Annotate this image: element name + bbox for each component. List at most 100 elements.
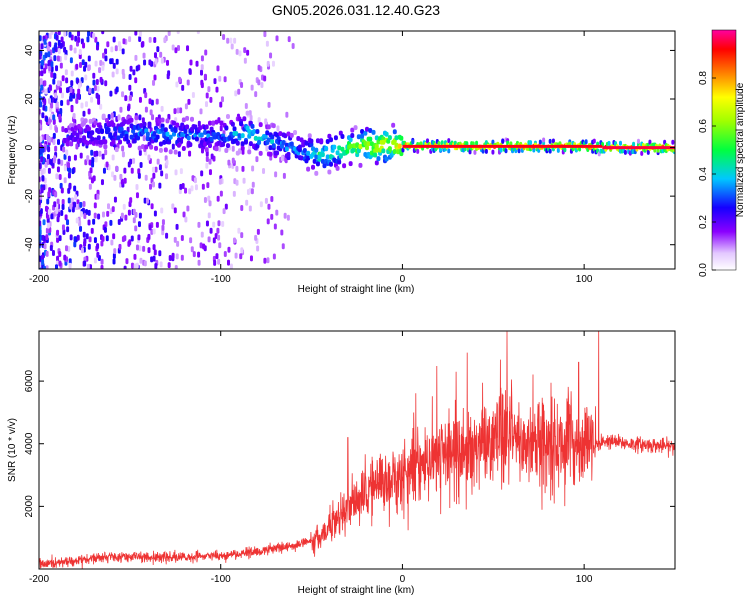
- heatmap-cell: [72, 130, 77, 136]
- heatmap-cell: [333, 135, 338, 141]
- heatmap-cell: [229, 263, 233, 269]
- heatmap-cell: [95, 79, 99, 86]
- heatmap-cell: [68, 31, 72, 38]
- heatmap-cell: [40, 169, 44, 176]
- heatmap-cell: [563, 147, 567, 153]
- heatmap-cell: [309, 138, 314, 144]
- heatmap-cell: [270, 213, 274, 220]
- heatmap-cell: [79, 201, 83, 208]
- colorbar-ticks: 0.0 0.2 0.4 0.6 0.8: [698, 71, 716, 277]
- heatmap-cell: [207, 86, 211, 93]
- heatmap-cell: [113, 248, 117, 255]
- heatmap-cell: [322, 163, 327, 169]
- heatmap-cell: [54, 92, 58, 99]
- heatmap-cell: [44, 52, 48, 59]
- heatmap-cell: [255, 129, 260, 135]
- heatmap-cell: [173, 108, 177, 115]
- heatmap-cell: [237, 227, 241, 234]
- heatmap-cell: [247, 149, 252, 155]
- heatmap-cell: [239, 121, 244, 127]
- heatmap-cell: [199, 242, 203, 249]
- heatmap-cell: [69, 95, 73, 102]
- heatmap-cell: [240, 232, 244, 239]
- heatmap-cell: [100, 258, 104, 265]
- y-tick-label: 0: [24, 144, 35, 150]
- heatmap-cell: [280, 229, 284, 236]
- heatmap-cell: [244, 103, 248, 110]
- heatmap-cell: [199, 132, 204, 138]
- heatmap-cell: [165, 232, 169, 239]
- heatmap-cell: [286, 214, 290, 221]
- heatmap-cell: [189, 59, 193, 66]
- heatmap-cell: [49, 123, 53, 130]
- heatmap-cell: [183, 128, 188, 134]
- heatmap-cell: [134, 77, 138, 84]
- heatmap-cell: [273, 223, 277, 230]
- heatmap-cell: [86, 36, 90, 43]
- heatmap-cell: [103, 143, 108, 149]
- heatmap-cell: [65, 149, 69, 156]
- heatmap-cell: [163, 127, 168, 133]
- heatmap-cell: [267, 203, 271, 210]
- heatmap-cell: [62, 228, 66, 235]
- heatmap-cell: [156, 158, 160, 165]
- heatmap-cell: [168, 149, 173, 155]
- heatmap-cell: [114, 147, 119, 153]
- heatmap-cell: [139, 257, 143, 264]
- heatmap-cell: [230, 43, 234, 50]
- heatmap-cell: [82, 201, 86, 208]
- heatmap-cell: [59, 182, 63, 189]
- heatmap-cell: [160, 57, 164, 64]
- heatmap-cell: [180, 131, 185, 137]
- heatmap-cell: [153, 36, 157, 43]
- heatmap-cell: [166, 73, 170, 80]
- heatmap-cell: [55, 65, 59, 72]
- heatmap-cell: [396, 149, 401, 155]
- heatmap-cell: [314, 154, 319, 160]
- heatmap-cell: [147, 123, 152, 129]
- heatmap-cell: [70, 70, 74, 77]
- heatmap-cell: [127, 209, 131, 216]
- heatmap-cell: [39, 101, 43, 108]
- heatmap-cell: [184, 187, 188, 194]
- heatmap-cell: [63, 177, 67, 184]
- colorbar: 0.0 0.2 0.4 0.6 0.8 Normalized spectral ampl…: [698, 29, 746, 277]
- heatmap-cell: [59, 62, 63, 69]
- heatmap-cell: [159, 51, 163, 58]
- heatmap-cell: [83, 213, 87, 220]
- heatmap-cell: [96, 251, 100, 258]
- heatmap-cell: [253, 135, 258, 141]
- heatmap-cell: [237, 133, 242, 139]
- heatmap-cell: [132, 157, 136, 164]
- heatmap-cell: [213, 259, 217, 266]
- heatmap-cell: [68, 258, 72, 265]
- heatmap-cell: [332, 144, 337, 150]
- heatmap-cell: [41, 112, 45, 119]
- heatmap-cell: [58, 113, 62, 120]
- heatmap-cell: [171, 203, 175, 210]
- heatmap-cell: [181, 146, 186, 152]
- heatmap-cell: [142, 121, 147, 127]
- heatmap-cell: [56, 55, 60, 62]
- heatmap-cell: [144, 92, 148, 99]
- heatmap-cell: [271, 143, 276, 149]
- heatmap-cell: [109, 219, 113, 226]
- heatmap-cell: [618, 140, 622, 146]
- heatmap-cell: [123, 177, 127, 184]
- heatmap-cell: [53, 97, 57, 104]
- heatmap-cell: [39, 220, 42, 227]
- heatmap-cell: [304, 140, 309, 146]
- heatmap-cell: [337, 145, 342, 151]
- heatmap-cell: [205, 220, 209, 227]
- heatmap-cell: [188, 142, 193, 148]
- heatmap-cell: [115, 86, 119, 93]
- heatmap-cell: [271, 123, 276, 129]
- heatmap-cell: [266, 124, 271, 130]
- heatmap-cell: [360, 133, 365, 139]
- heatmap-cell: [45, 265, 49, 269]
- x-tick-label: 0: [400, 574, 406, 585]
- heatmap-cell: [135, 65, 139, 72]
- heatmap-cell: [220, 96, 224, 103]
- heatmap-cell: [56, 216, 60, 223]
